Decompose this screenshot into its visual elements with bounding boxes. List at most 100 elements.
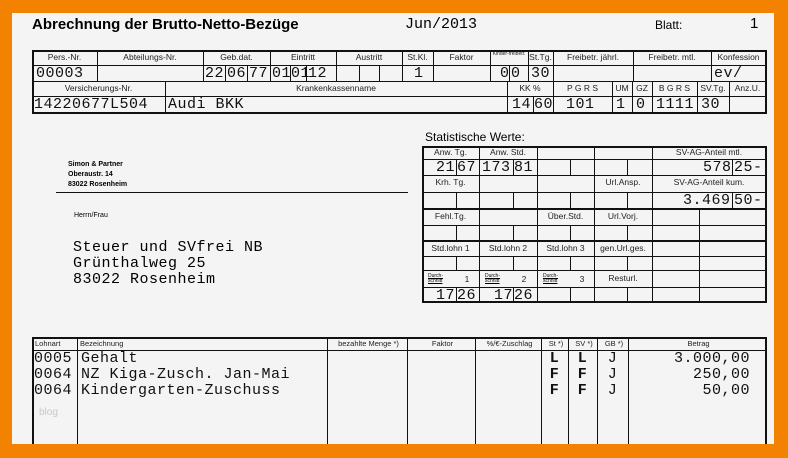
divider bbox=[327, 337, 328, 444]
subfield-divider bbox=[456, 256, 457, 270]
divider bbox=[32, 65, 766, 66]
stats-title: Statistische Werte: bbox=[425, 130, 525, 144]
sv-ag-kum-int: 3.469 bbox=[683, 192, 731, 209]
label-krh-tg: Krh. Tg. bbox=[435, 177, 466, 187]
divider bbox=[490, 50, 491, 81]
divider bbox=[77, 337, 78, 444]
label-std-lohn-3: Std.lohn 3 bbox=[546, 243, 585, 253]
divider bbox=[433, 50, 434, 81]
label-resturl: Resturl. bbox=[608, 273, 638, 283]
subfield-divider bbox=[456, 159, 457, 175]
label-austritt: Austritt bbox=[355, 52, 383, 62]
subfield-divider bbox=[627, 225, 628, 240]
label-anw-std: Anw. Std. bbox=[490, 147, 526, 157]
sheet-label: Blatt: bbox=[655, 18, 683, 32]
sheet-number: 1 bbox=[750, 15, 759, 32]
kk-pct-dec: 60 bbox=[534, 96, 554, 113]
subfield-divider bbox=[456, 225, 457, 240]
wage-type-code: 0064 bbox=[34, 382, 73, 399]
label-pers-nr: Pers.-Nr. bbox=[47, 52, 82, 62]
divider-thick bbox=[422, 240, 766, 242]
personal-data-table bbox=[32, 50, 767, 114]
divider-thick bbox=[422, 208, 766, 210]
subfield-divider bbox=[379, 65, 380, 81]
sv-ag-mtl-dec: 25- bbox=[734, 159, 763, 176]
label-abteilung: Abteilungs-Nr. bbox=[123, 52, 177, 62]
entry-day: 01 bbox=[272, 65, 292, 82]
divider bbox=[632, 81, 633, 113]
um-value: 1 bbox=[616, 96, 626, 113]
pgrs-value: 101 bbox=[566, 96, 595, 113]
wage-description: Kindergarten-Zuschuss bbox=[81, 382, 281, 399]
subfield-divider bbox=[570, 192, 571, 208]
label-d2: 2 bbox=[521, 274, 527, 284]
subfield-divider bbox=[570, 159, 571, 175]
label-fehl-tg: Fehl.Tg. bbox=[434, 211, 467, 221]
sender-street: Oberaustr. 14 bbox=[68, 171, 113, 178]
avg-1-int: 17 bbox=[436, 287, 456, 304]
sv-flag: F bbox=[577, 366, 588, 383]
label-anw-tg: Anw. Tg. bbox=[434, 147, 467, 157]
tax-days-value: 30 bbox=[531, 65, 551, 82]
birth-month: 06 bbox=[227, 65, 247, 82]
subfield-divider bbox=[513, 159, 514, 175]
label-url-vorj: Url.Vorj. bbox=[607, 211, 639, 221]
column-header-8: Betrag bbox=[687, 339, 710, 348]
divider bbox=[479, 146, 480, 302]
label-freibetr-mtl: Freibetr. mtl. bbox=[648, 52, 696, 62]
label2-anz-u: Anz.U. bbox=[734, 83, 761, 93]
divider bbox=[32, 96, 766, 97]
divider bbox=[32, 81, 33, 113]
subfield-divider bbox=[247, 65, 248, 81]
subfield-divider bbox=[513, 192, 514, 208]
divider bbox=[652, 81, 653, 113]
divider bbox=[528, 50, 529, 81]
label-gen-url-ges: gen.Url.ges. bbox=[600, 243, 646, 253]
label-durchschnitt: Durch-schnitt bbox=[543, 273, 559, 284]
divider bbox=[165, 81, 166, 113]
divider bbox=[475, 337, 476, 444]
label-durchschnitt: Durch-schnitt bbox=[485, 273, 501, 284]
divider bbox=[652, 146, 653, 302]
divider bbox=[628, 337, 629, 444]
subfield-divider bbox=[456, 192, 457, 208]
subfield-divider bbox=[627, 192, 628, 208]
subfield-divider bbox=[513, 225, 514, 240]
divider bbox=[422, 192, 766, 193]
anw-tg-int: 21 bbox=[436, 159, 456, 176]
period: Jun/2013 bbox=[405, 16, 478, 33]
divider bbox=[553, 81, 554, 113]
tax-flag: F bbox=[549, 382, 560, 399]
divider bbox=[422, 270, 766, 271]
label-ueber-std: Über.Std. bbox=[547, 211, 584, 221]
column-header-1: Bezeichnung bbox=[80, 339, 124, 348]
divider bbox=[422, 225, 766, 226]
label-faktor: Faktor bbox=[449, 52, 474, 62]
child-allowance-1: 0 bbox=[500, 65, 510, 82]
divider bbox=[553, 50, 554, 81]
subfield-divider bbox=[732, 192, 733, 208]
pers-nr-value: 00003 bbox=[36, 65, 84, 82]
label-url-ansp: Url.Ansp. bbox=[605, 177, 641, 187]
child-allowance-2: 0 bbox=[511, 65, 521, 82]
column-header-6: SV *) bbox=[575, 339, 593, 348]
wage-type-code: 0064 bbox=[34, 366, 73, 383]
anw-tg-dec: 67 bbox=[457, 159, 477, 176]
tax-flag: F bbox=[549, 366, 560, 383]
label-st-tg: St.Tg. bbox=[529, 52, 552, 62]
subfield-divider bbox=[732, 159, 733, 175]
recipient-line3: 83022 Rosenheim bbox=[73, 271, 216, 288]
anw-std-int: 173 bbox=[482, 159, 511, 176]
gb-flag: J bbox=[607, 366, 618, 383]
divider bbox=[203, 50, 204, 81]
sv-flag: F bbox=[577, 382, 588, 399]
sv-ag-kum-dec: 50- bbox=[734, 192, 763, 209]
divider bbox=[597, 337, 598, 444]
sender-city: 83022 Rosenheim bbox=[68, 181, 128, 188]
label-d3: 3 bbox=[579, 274, 585, 284]
page-title: Abrechnung der Brutto-Netto-Bezüge bbox=[32, 16, 299, 33]
label-geb-dat: Geb.dat. bbox=[220, 52, 253, 62]
watermark: blog bbox=[39, 407, 58, 418]
entry-year: 12 bbox=[308, 65, 328, 82]
sv-ag-mtl-int: 578 bbox=[703, 159, 732, 176]
